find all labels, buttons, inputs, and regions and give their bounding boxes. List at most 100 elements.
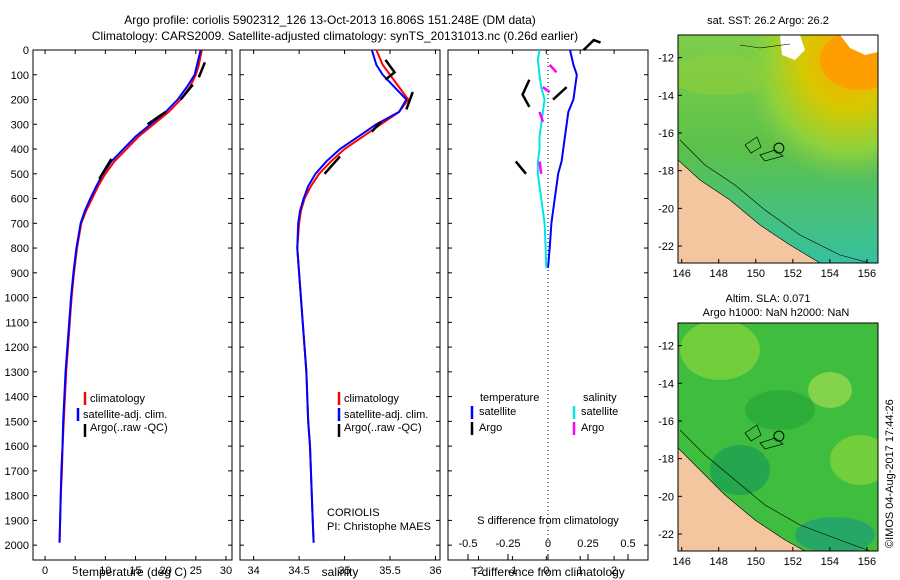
lon-tick-label: 154: [821, 556, 839, 568]
lon-tick-label: 156: [858, 268, 876, 280]
x-tick-label: 5: [72, 565, 78, 577]
depth-tick-label: 1100: [5, 317, 29, 329]
salinity-depth-ticks: [240, 49, 440, 546]
temperature-plot-frame: [32, 49, 233, 561]
x-tick-label: 20: [160, 565, 172, 577]
depth-tick-label: 900: [11, 268, 29, 280]
lat-tick-label: -12: [658, 53, 674, 65]
depth-tick-label: 2000: [5, 540, 29, 552]
lat-tick-label: -20: [658, 203, 674, 215]
reef-outlines: [744, 136, 784, 162]
sst-cloud-gap: [780, 35, 805, 60]
temperature-axis-ticks: 0 5 10 15 20 25 30: [42, 50, 232, 577]
depth-tick-label: 1600: [5, 441, 29, 453]
lon-tick-label: 148: [710, 556, 728, 568]
legend-temperature-header: temperature: [480, 392, 539, 404]
depth-tick-label: 500: [11, 169, 29, 181]
x-tick-label: 35: [338, 565, 350, 577]
s-tick-label: 0: [545, 538, 551, 550]
argo-segment: [384, 59, 397, 81]
sla-low: [795, 517, 875, 551]
sla-map-panel: Altim. SLA: 0.071 Argo h1000: NaN h2000:…: [658, 293, 879, 568]
legend-t-satellite-label: satellite: [479, 406, 516, 418]
sst-patch: [678, 55, 770, 95]
legend-t-argo-label: Argo: [479, 422, 502, 434]
lat-tick-label: -16: [658, 128, 674, 140]
sst-map-lat-ticks: -12 -14 -16 -18 -20 -22: [658, 53, 682, 253]
depth-axis-ticks: 0 100 200 300 400 500 600 700 800 900 1000 1100 1200…: [5, 45, 232, 552]
bathymetry-contour: [679, 139, 871, 263]
satellite-adj-clim-line: [58, 49, 202, 543]
legend-argo-label: Argo(..raw -QC): [90, 422, 168, 434]
t-argo-segment: [521, 79, 531, 108]
lat-tick-label: -16: [658, 416, 674, 428]
legend-satellite-label: satellite-adj. clim.: [344, 409, 428, 421]
temperature-series: [58, 49, 207, 543]
legend-argo-label: Argo(..raw -QC): [344, 422, 422, 434]
difference-series: [514, 38, 601, 268]
temperature-axis-label: temperature (deg C): [79, 565, 187, 579]
s-argo-segment: [548, 64, 558, 74]
salinity-series: [296, 49, 414, 543]
sla-high: [680, 323, 760, 380]
figure-title-line2: Climatology: CARS2009. Satellite-adjuste…: [92, 29, 578, 43]
difference-legend: temperature salinity satellite Argo sate…: [470, 392, 618, 435]
lon-tick-label: 152: [784, 268, 802, 280]
australia-coast: [678, 159, 821, 263]
depth-tick-label: 1200: [5, 342, 29, 354]
argo-float-marker: [773, 430, 785, 442]
x-tick-label: 25: [190, 565, 202, 577]
sla-map-frame: [677, 322, 879, 552]
depth-tick-label: 400: [11, 144, 29, 156]
argo-float-marker: [773, 142, 785, 154]
s-difference-axis-label: S difference from climatology: [477, 515, 619, 527]
s-argo-segment: [538, 161, 543, 174]
s-tick-label: 0.25: [577, 538, 598, 550]
x-tick-label: -2: [474, 565, 484, 577]
sst-map-panel: sat. SST: 26.2 Argo: 26.2 -12 -14 -16 -18 -2…: [658, 15, 879, 280]
lon-tick-label: 150: [747, 268, 765, 280]
argo-segment: [179, 83, 194, 101]
depth-tick-label: 100: [11, 70, 29, 82]
x-tick-label: 15: [129, 565, 141, 577]
lon-tick-label: 148: [710, 268, 728, 280]
salinity-legend: climatology satellite-adj. clim. Argo(..…: [337, 392, 428, 437]
s-tick-label: -0.5: [459, 538, 478, 550]
lat-tick-label: -14: [658, 90, 674, 102]
lat-tick-label: -20: [658, 491, 674, 503]
lat-tick-label: -18: [658, 166, 674, 178]
t-satellite-line: [547, 49, 578, 268]
sla-high: [830, 435, 878, 485]
depth-tick-label: 800: [11, 243, 29, 255]
sla-map-field: [678, 323, 878, 551]
depth-tick-label: 200: [11, 95, 29, 107]
lon-tick-label: 146: [673, 268, 691, 280]
lat-tick-label: -14: [658, 378, 674, 390]
x-tick-label: 10: [99, 565, 111, 577]
x-tick-label: 35.5: [379, 565, 400, 577]
temperature-legend: climatology satellite-adj. clim. Argo(..…: [76, 392, 168, 437]
lat-tick-label: -22: [658, 529, 674, 541]
sst-map-frame: [677, 34, 879, 264]
x-tick-label: 30: [220, 565, 232, 577]
argo-segment: [98, 158, 113, 180]
s-tick-label: -0.25: [495, 538, 520, 550]
s-argo-segment: [538, 111, 545, 123]
depth-tick-label: 1300: [5, 367, 29, 379]
x-tick-label: 34: [248, 565, 260, 577]
argo-segment: [146, 110, 167, 126]
argo-segment: [405, 91, 414, 110]
sla-map-subtitle: Argo h1000: NaN h2000: NaN: [703, 307, 850, 319]
imos-watermark: ©IMOS 04-Aug-2017 17:44:26: [884, 399, 896, 548]
depth-tick-label: 300: [11, 119, 29, 131]
legend-satellite-label: satellite-adj. clim.: [83, 409, 167, 421]
x-tick-label: 0: [42, 565, 48, 577]
pi-label: PI: Christophe MAES: [327, 521, 431, 533]
sla-map-lat-ticks: -12 -14 -16 -18 -20 -22: [658, 341, 682, 541]
salinity-plot-frame: [239, 49, 441, 561]
salinity-panel: 34 34.5 35 35.5 36 climatology satellite-adj…: [239, 49, 442, 579]
sla-high: [808, 372, 852, 408]
legend-climatology-label: climatology: [90, 393, 146, 405]
s-argo-segment: [542, 86, 551, 94]
x-tick-label: -1: [508, 565, 518, 577]
